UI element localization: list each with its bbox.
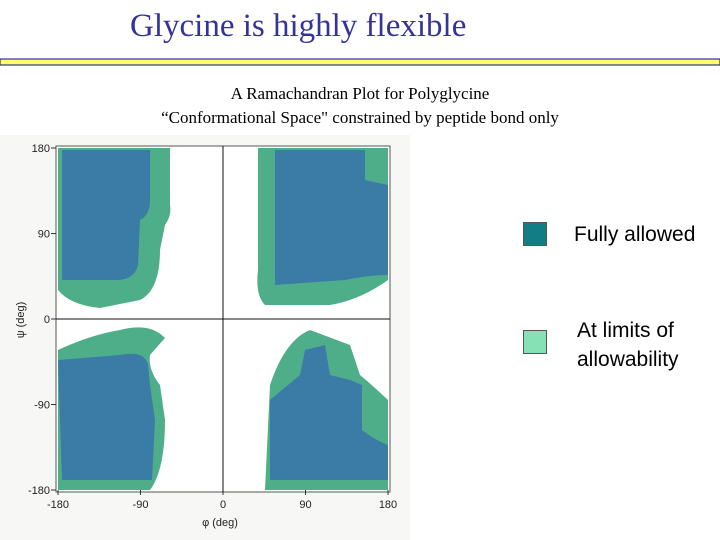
y-axis-label: ψ (deg) [15, 302, 27, 339]
region-allowed [275, 150, 388, 285]
legend-label: Fully allowed [574, 223, 696, 246]
ramachandran-plot: -180 -90 0 90 180 -180 -90 0 90 180 φ (deg) ψ (deg) [0, 135, 410, 540]
x-axis-label: φ (deg) [202, 517, 238, 529]
y-tick-label: -180 [28, 485, 50, 497]
region-allowed [58, 353, 155, 480]
y-tick-label: 0 [44, 314, 50, 326]
divider [0, 58, 720, 66]
x-tick-label: 90 [299, 499, 311, 511]
y-tick-label: -90 [34, 400, 50, 412]
y-tick-label: 90 [38, 229, 50, 241]
subtitle: A Ramachandran Plot for Polyglycine [230, 84, 490, 103]
regions [58, 148, 388, 490]
x-tick-label: -90 [133, 499, 149, 511]
legend-label: At limits of allowability [577, 319, 679, 371]
title-rule [0, 58, 720, 66]
x-tick-label: 0 [220, 499, 226, 511]
x-tick-label: 180 [379, 499, 397, 511]
region-allowed [62, 150, 150, 280]
subtitle: “Conformational Space" constrained by pe… [161, 108, 559, 127]
legend-swatch [523, 330, 547, 354]
region-allowed [270, 345, 388, 480]
x-tick-label: -180 [47, 499, 69, 511]
legend-swatch [523, 222, 547, 246]
slide-title: Glycine is highly flexible [130, 8, 467, 44]
y-tick-label: 180 [32, 143, 50, 155]
